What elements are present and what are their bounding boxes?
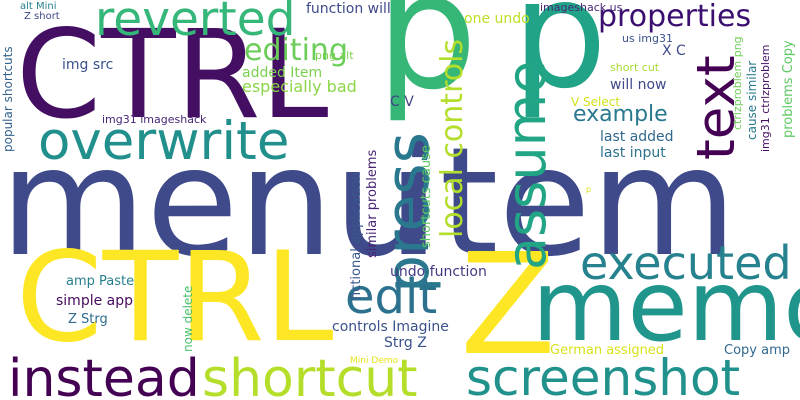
word-assume: assume	[495, 60, 558, 270]
word-us-img31: us img31	[622, 32, 673, 45]
word-last-added: last added	[600, 129, 674, 145]
word-amp-paste: amp Paste	[66, 274, 135, 289]
word-german-assigned: German assigned	[550, 343, 665, 358]
word-problems-copy: problems Copy	[781, 40, 796, 138]
word-z-strg: Z Strg	[68, 312, 108, 327]
word-strg-z: Strg Z	[384, 335, 427, 351]
word-p-right: p	[512, 0, 608, 122]
word-x-c: X C	[662, 43, 686, 59]
word-ctrl-bottom: CTRL	[16, 226, 334, 370]
word-function-will: function will	[306, 1, 391, 17]
word-similar-problems: similar problems	[365, 149, 380, 258]
word-overwrite: overwrite	[38, 111, 290, 172]
word-shortcuts-cause: shortcuts cause	[419, 145, 434, 248]
word-fictional-application: fictional application	[349, 172, 364, 300]
word-screenshot: screenshot	[466, 349, 741, 400]
word-c-v: C V	[390, 94, 414, 110]
word-reverted: reverted	[95, 0, 296, 47]
word-now-delete: now delete	[181, 285, 195, 352]
word-cause-similar: cause similar	[745, 60, 759, 140]
word-img31-ctrlzproblem: img31 ctrlzproblem	[759, 44, 772, 152]
word-editing: editing	[244, 33, 348, 68]
word-simple-app: simple app	[56, 293, 134, 309]
word-example: example	[573, 102, 668, 127]
word-img31-imageshack: img31 imageshack	[102, 113, 207, 126]
word-imageshack-us: imageshack us	[540, 1, 623, 14]
word-executed: executed	[580, 236, 792, 290]
word-popular-shortcuts: popular shortcuts	[1, 46, 15, 152]
word-will-now: will now	[610, 77, 667, 93]
word-z: Z	[460, 224, 556, 387]
word-short-cut: short cut	[610, 61, 660, 74]
word-controls-imagine: controls Imagine	[332, 319, 449, 335]
word-img-src: img src	[62, 57, 114, 73]
word-ctrl-top: CTRL	[16, 4, 329, 146]
word-especially-bad: especially bad	[242, 77, 357, 96]
word-ctrlzproblem-png: ctrlzproblem png	[731, 36, 744, 130]
word-item: item	[398, 116, 737, 290]
word-last-input: last input	[600, 145, 666, 161]
word-edit: edit	[345, 269, 438, 325]
word-local-controls: local controls	[435, 38, 470, 238]
word-one-undo: one undo	[464, 11, 530, 27]
word-added-item: added Item	[242, 65, 323, 81]
word-v-select: V Select	[571, 95, 621, 109]
word-properties: properties	[598, 0, 752, 34]
word-p-left: p	[376, 0, 478, 125]
word-png-alt: png alt	[315, 49, 354, 62]
word-menu: menu	[0, 116, 429, 290]
word-mini-demo: Mini Demo	[350, 356, 399, 366]
word-p-small: p	[586, 185, 592, 194]
word-undo-function: undo function	[390, 264, 487, 280]
word-z-short: Z short	[24, 11, 60, 22]
word-instead: instead	[8, 349, 200, 400]
word-copy-amp: Copy amp	[724, 343, 790, 358]
word-shortcut: shortcut	[202, 349, 418, 400]
word-alt-mini: alt Mini	[20, 1, 57, 12]
